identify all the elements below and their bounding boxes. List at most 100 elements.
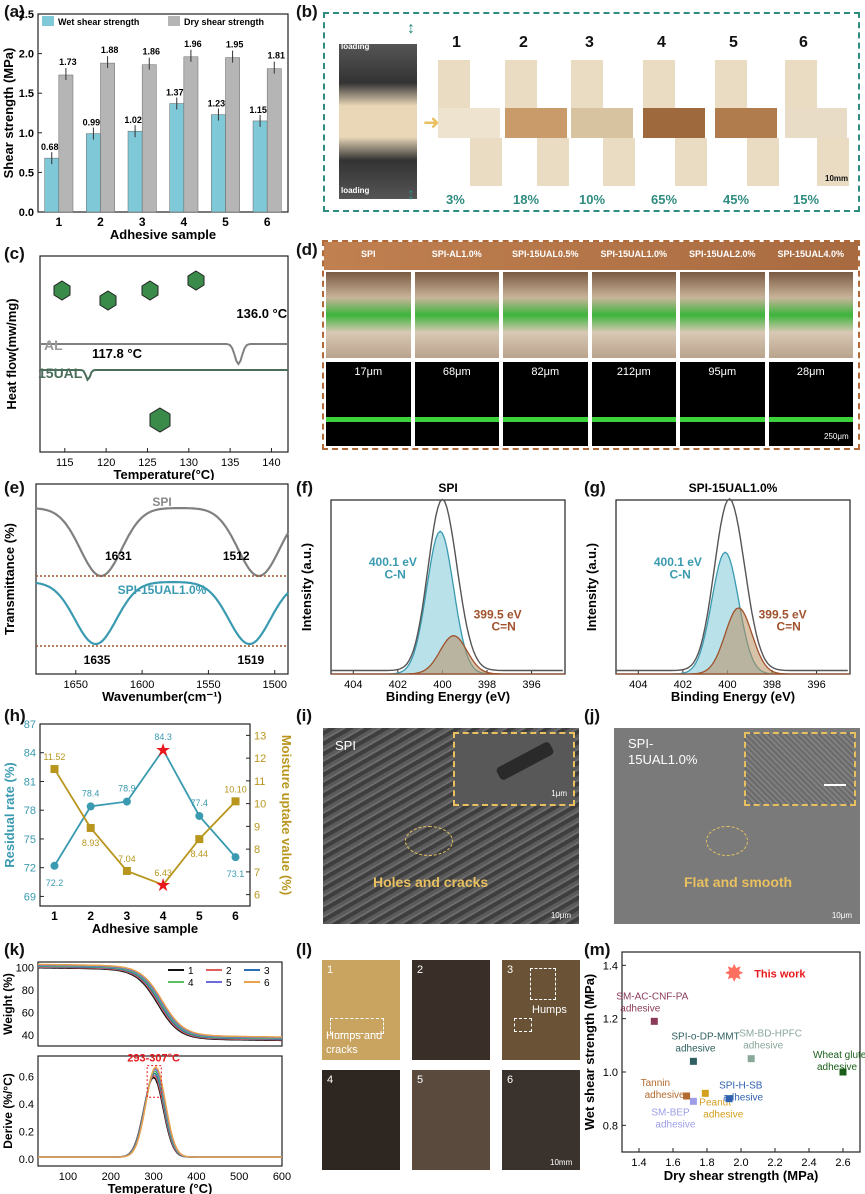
x-tick-label: 2.2: [767, 1157, 782, 1169]
dtg-curve: [38, 1072, 282, 1158]
specimen-overlap: [571, 108, 633, 138]
panel-label-g: (g): [584, 478, 606, 497]
lignin-g-unit-icon: [141, 280, 159, 301]
y-tick-label: 1.0: [603, 1067, 618, 1079]
legend-swatch-wet: [42, 16, 54, 26]
y-tick-label: 1.4: [603, 960, 618, 972]
chart-title: SPI-15UAL1.0%: [689, 481, 778, 495]
failure-percent: 15%: [793, 192, 820, 207]
legend-label: 1: [188, 966, 194, 977]
fluorescence-layer: [414, 417, 499, 422]
x-axis-label: Temperature(°C): [113, 467, 214, 480]
photo-number: 4: [327, 1074, 334, 1086]
x-tick-label: 5: [222, 215, 229, 229]
specimen-overlap: [643, 108, 705, 138]
panel-label-d: (d): [296, 240, 318, 259]
series-residual-line: [53, 748, 237, 867]
curve-15ual: [40, 369, 288, 382]
moisture-label: 6.43: [154, 868, 172, 878]
x-tick-label: 1.6: [665, 1157, 680, 1169]
x-tick-label: 2: [97, 215, 104, 229]
photo-number: 6: [507, 1074, 514, 1086]
chart-g-xps-ual: 404 402 400 398 396 Binding Energy (eV) Intens…: [584, 481, 851, 704]
fitted-peak: [331, 635, 565, 675]
column-header: SPI-15UAL4.0%: [777, 249, 845, 259]
legend-label: 2: [226, 966, 232, 977]
bar-dry: [141, 64, 157, 213]
x-tick-label: 6: [232, 909, 239, 923]
panel-d-fluorescence: SPI 17μm SPI-AL1.0% 68μm SPI-15UAL0.5% 82μm SP…: [322, 240, 860, 450]
specimen-overlap: [505, 108, 567, 138]
x-tick-label: 1650: [64, 679, 88, 691]
legend-label: 6: [264, 978, 270, 989]
x-tick-label: 300: [144, 1171, 162, 1183]
panel-label-i: (i): [296, 706, 313, 725]
wet-value-label: 1.15: [249, 105, 267, 115]
fluorescence-photo: [414, 362, 499, 446]
wood-interface-photo: [591, 272, 676, 358]
panel-d-header-bar: [324, 242, 858, 270]
y-tick-label: 0.0: [19, 207, 34, 219]
fluorescence-layer: [680, 417, 765, 422]
curve-spi: [35, 507, 289, 578]
moisture-point: [86, 823, 95, 832]
x-tick-label: 140: [262, 457, 280, 469]
residual-point: [195, 811, 204, 820]
x-axis-label: Wavenumber(cm⁻¹): [102, 689, 222, 704]
y2-tick-label: 13: [254, 730, 266, 742]
bar-wet: [169, 103, 185, 213]
point-label: Tannin: [641, 1078, 670, 1089]
surface-photo: [502, 960, 580, 1060]
specimen-number: 4: [657, 34, 666, 51]
specimen-top: [505, 60, 537, 108]
specimen-number: 6: [799, 34, 808, 51]
x-axis-label: Adhesive sample: [110, 227, 216, 240]
data-point: [650, 1017, 658, 1025]
failure-percent: 65%: [651, 192, 678, 207]
y2-tick-label: 10: [254, 799, 266, 811]
scale-label: 10mm: [825, 174, 849, 183]
moisture-label: 10.10: [224, 784, 247, 794]
sem-label: SPI: [335, 738, 356, 753]
bar-dry: [183, 56, 199, 213]
peak-label: C-N: [384, 567, 405, 581]
residual-label: 77.4: [191, 798, 209, 808]
moisture-point: [231, 797, 240, 806]
y-tick-label: 0.0: [19, 1154, 34, 1166]
dtg-curve: [38, 1070, 282, 1158]
bar-wet: [252, 120, 268, 213]
point-label: This work: [754, 968, 806, 980]
x-axis-label: Binding Energy (eV): [386, 689, 510, 704]
point-label: SM-AC-CNF-PA: [616, 991, 688, 1002]
specimen-overlap: [715, 108, 777, 138]
x-tick-label: 3: [124, 909, 131, 923]
point-label: adhesive: [723, 1093, 763, 1104]
specimen-bottom: [603, 138, 635, 186]
lignin-g-unit-icon: [53, 280, 71, 301]
specimen-overlap: [438, 108, 500, 138]
x-tick-label: 500: [230, 1171, 248, 1183]
bar-wet: [211, 114, 226, 213]
x-tick-label: 130: [180, 457, 198, 469]
wood-interface-photo: [768, 272, 853, 358]
crack-shape: [495, 740, 555, 782]
panel-b-lap-shear-photos: loading loading ↕ ↕ ➜ 1 3% 2 18% 3 10% 4 65% 5 45…: [323, 12, 860, 212]
arrow-right-icon: ➜: [423, 112, 440, 134]
curve-al: [40, 343, 288, 366]
fitted-peak: [616, 607, 850, 675]
curve-ual: [35, 581, 289, 646]
y-axis-label: Heat flow(mw/mg): [4, 298, 19, 409]
humps-box: [514, 1018, 532, 1032]
bar-dry: [266, 68, 282, 213]
chart-e-ftir: 1650 1600 1550 1500 Wavenumber(cm⁻¹) Transmit…: [2, 483, 289, 704]
scale-label: 10mm: [550, 1158, 573, 1167]
x-axis-label: Temperature (°C): [108, 1181, 213, 1194]
panel-label-m: (m): [584, 940, 611, 959]
scale-label: 250μm: [824, 432, 849, 441]
photo-number: 2: [417, 964, 424, 976]
y-tick-label: 78: [24, 805, 36, 817]
specimen-number: 2: [519, 34, 528, 51]
arrow-down-icon: ↕: [407, 186, 415, 203]
y-tick-label: 0.4: [19, 1099, 34, 1111]
